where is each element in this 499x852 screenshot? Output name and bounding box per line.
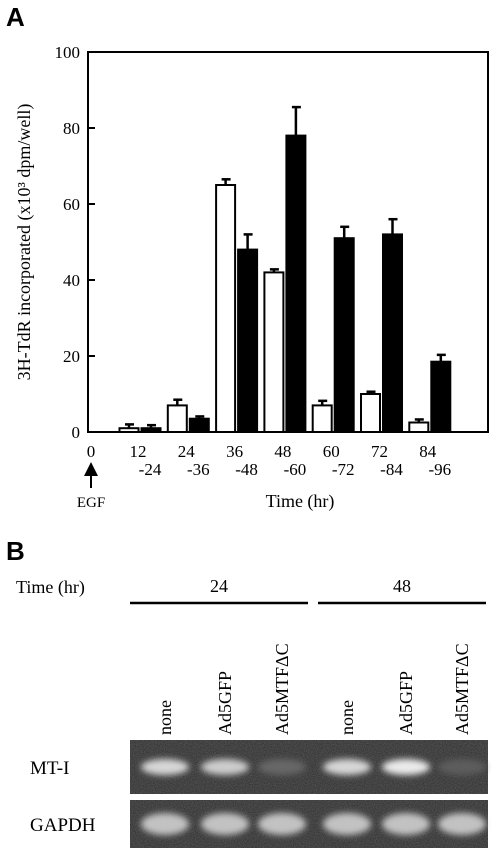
y-tick-label: 0: [72, 423, 81, 442]
y-tick-label: 40: [63, 271, 80, 290]
blot-row-label: MT-I: [30, 758, 69, 779]
x-tick-label: 36: [226, 442, 243, 461]
y-tick-label: 20: [63, 347, 80, 366]
x-tick-label: -72: [332, 460, 355, 479]
y-tick-label: 100: [55, 43, 81, 62]
y-tick-label: 80: [63, 119, 80, 138]
x-tick-label: -60: [284, 460, 307, 479]
bar-open: [360, 393, 381, 433]
lane-label: none: [337, 700, 357, 735]
lane-label: Ad5GFP: [215, 671, 235, 735]
lane-label: none: [155, 700, 175, 735]
egf-arrow-icon: [84, 462, 98, 488]
y-tick-label: 60: [63, 195, 80, 214]
gel-blot: 24 none Ad5GFP Ad5MTFΔC 48 none Ad5GFP Ad5MTFΔC…: [30, 576, 488, 848]
bar-filled: [285, 134, 307, 433]
bar-filled: [333, 237, 355, 433]
x-zero-tick-label: 0: [87, 442, 96, 461]
gel-band: [141, 759, 189, 775]
x-tick-label: -96: [428, 460, 451, 479]
x-tick-label: 84: [419, 442, 437, 461]
bar-filled: [237, 248, 259, 433]
gel-band: [258, 759, 306, 775]
gel-band: [141, 813, 189, 835]
bar-filled: [382, 233, 403, 433]
gel-band: [438, 813, 486, 835]
gel-band: [438, 759, 486, 775]
bar-open: [215, 184, 237, 433]
time-point-label: 48: [393, 576, 411, 596]
bar-open: [118, 427, 140, 434]
time-point-label: 24: [210, 576, 228, 596]
gel-band: [201, 759, 249, 775]
time-label: Time (hr): [16, 577, 85, 598]
x-tick-label: 12: [130, 442, 147, 461]
bar-open: [263, 271, 285, 433]
panel-a-letter: A: [6, 2, 25, 32]
y-axis-label: 3H-TdR incorporated (x10³ dpm/well): [14, 104, 35, 381]
gel-band: [382, 759, 430, 775]
x-tick-label: -36: [187, 460, 210, 479]
bars: [118, 105, 452, 434]
lane-label: Ad5GFP: [396, 671, 416, 735]
bar-open: [166, 404, 188, 433]
bar-filled: [430, 360, 452, 434]
lane-label: Ad5MTFΔC: [272, 643, 292, 735]
x-tick-label: 72: [371, 442, 388, 461]
bar-filled: [188, 417, 210, 434]
x-axis-label: Time (hr): [266, 491, 335, 512]
x-axis-ticks: 12-24 24-36 36-48 48-60 60-72 72-84 84-96: [130, 442, 452, 479]
gel-band: [382, 813, 430, 835]
gel-band: [323, 813, 371, 835]
x-tick-label: 48: [274, 442, 291, 461]
panel-b-letter: B: [6, 536, 25, 566]
lane-label: Ad5MTFΔC: [452, 643, 472, 735]
y-axis-ticks: 0 20 40 60 80 100: [55, 43, 95, 442]
blot-row-label: GAPDH: [30, 815, 96, 836]
gel-band: [258, 813, 306, 835]
egf-label: EGF: [77, 495, 105, 511]
x-tick-label: 60: [323, 442, 340, 461]
x-tick-label: -48: [235, 460, 258, 479]
gel-band: [323, 759, 371, 775]
x-tick-label: -84: [380, 460, 403, 479]
bar-open: [408, 421, 430, 433]
bar-open: [311, 404, 333, 433]
bar-filled: [140, 427, 162, 434]
gel-band: [201, 813, 249, 835]
x-tick-label: -24: [139, 460, 162, 479]
x-tick-label: 24: [178, 442, 196, 461]
